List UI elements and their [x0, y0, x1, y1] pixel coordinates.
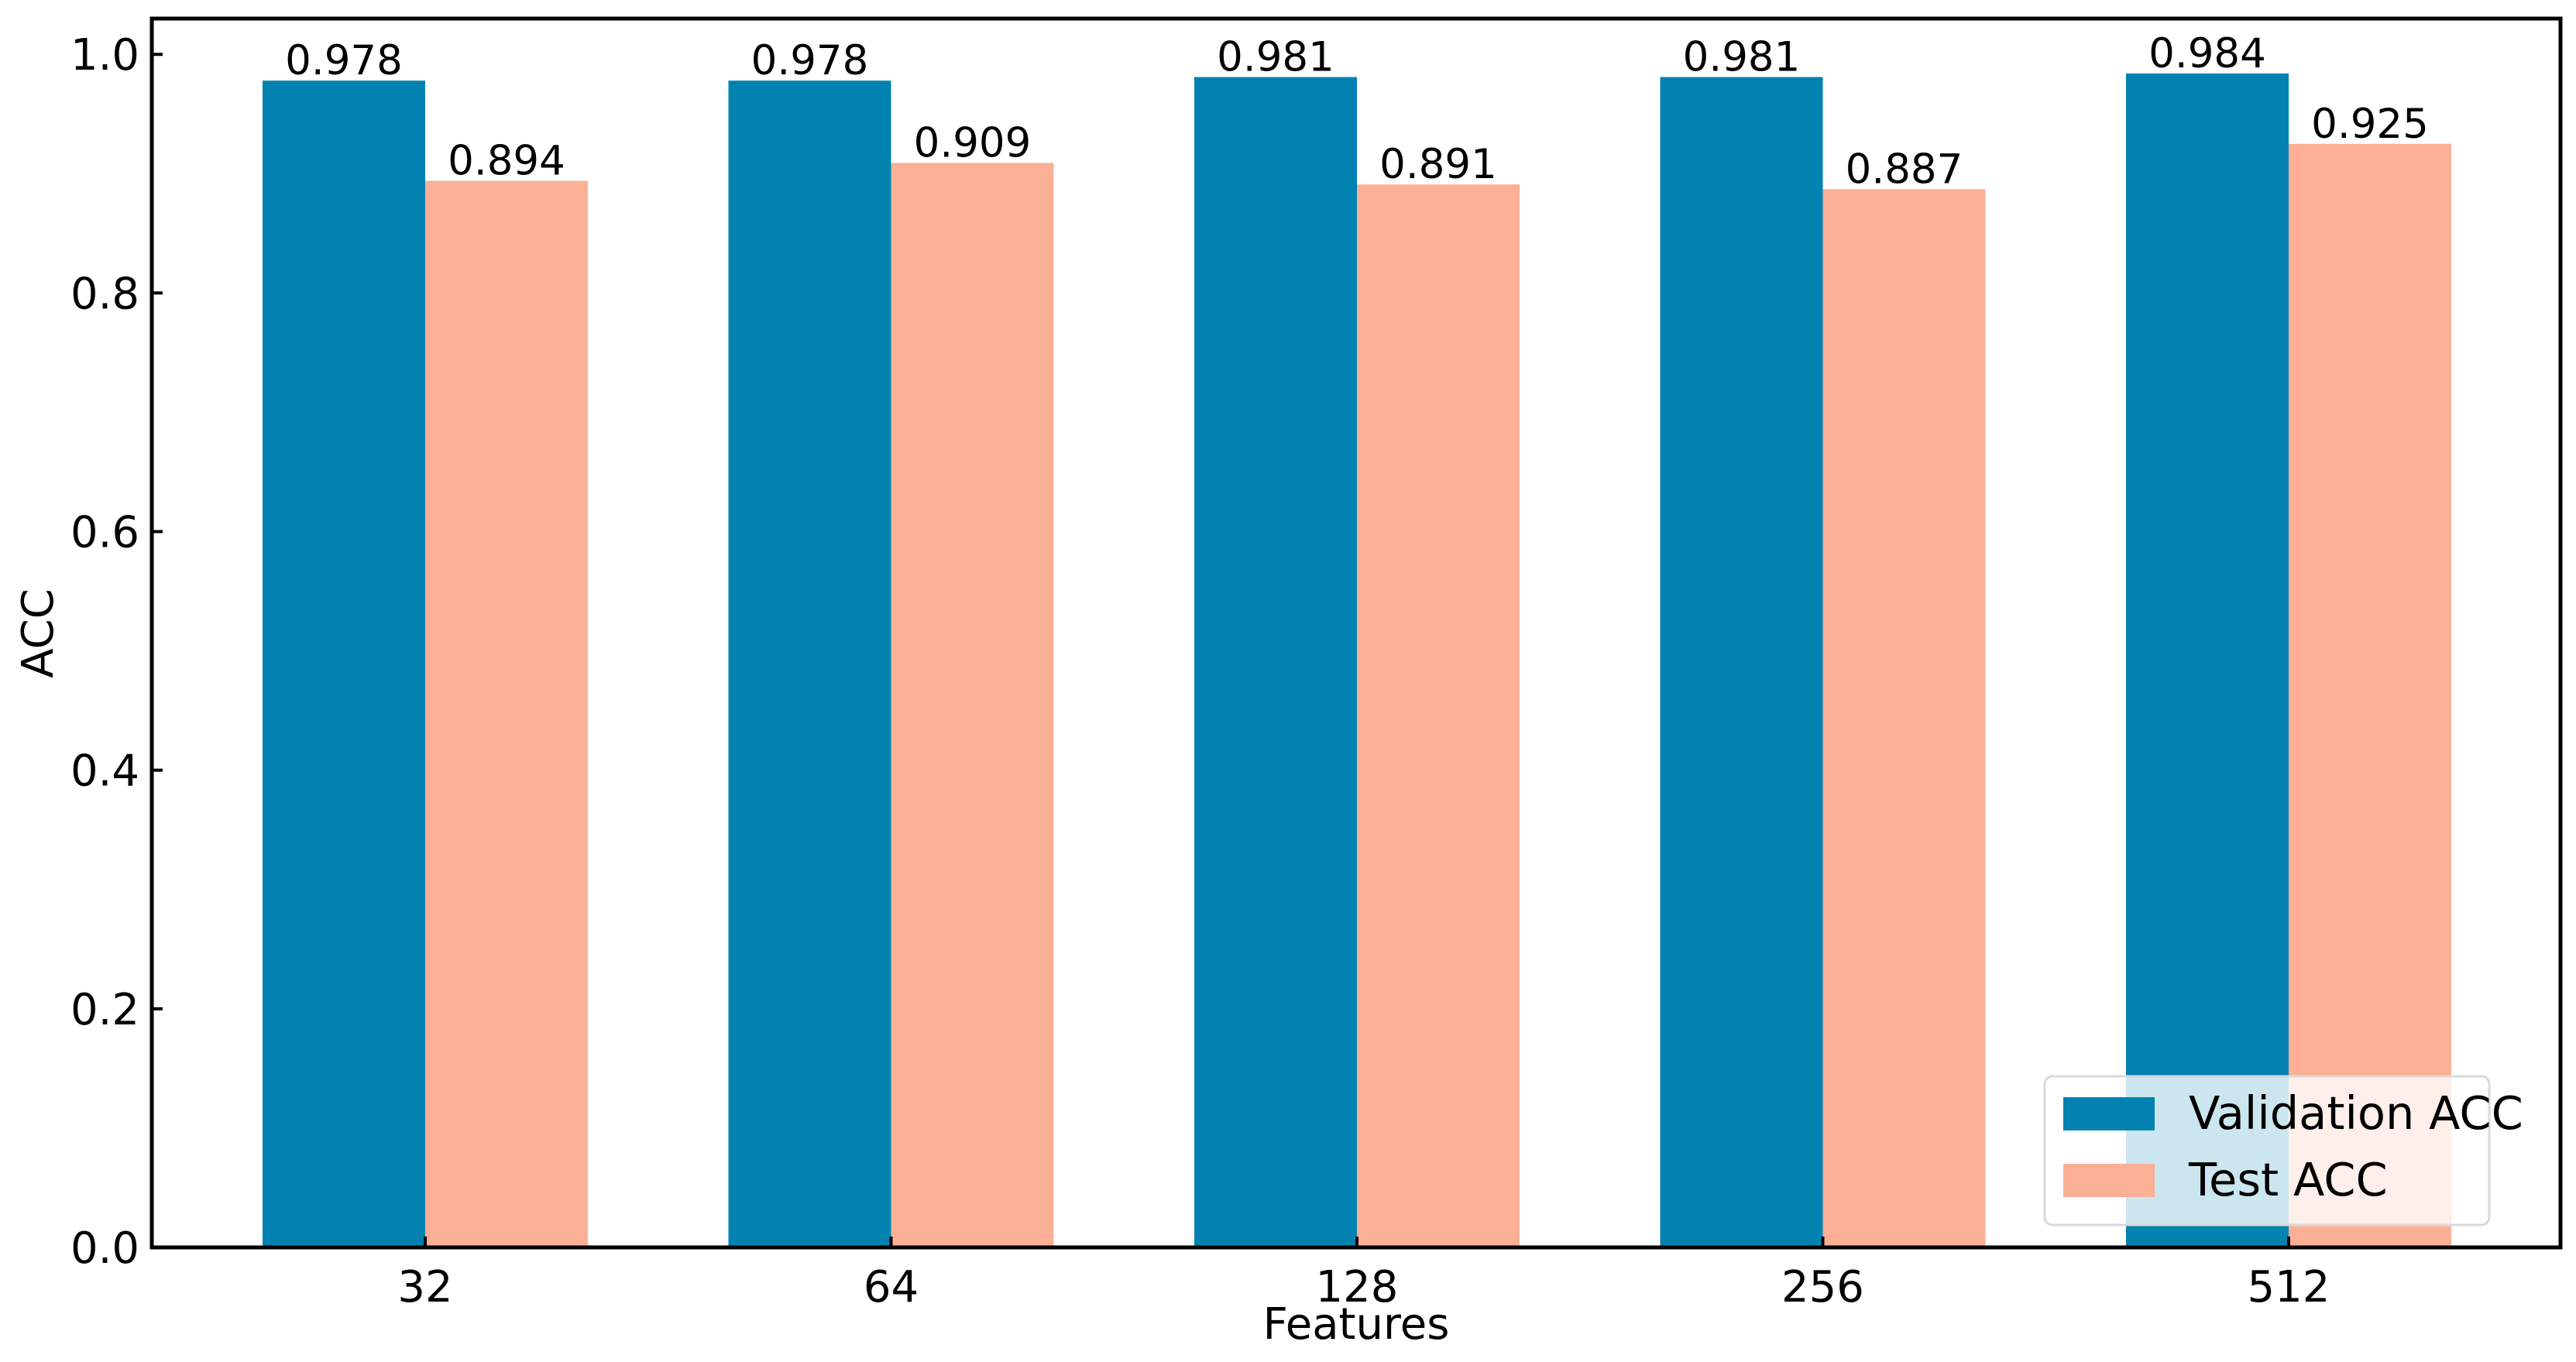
- x-axis-title: Features: [1263, 1299, 1450, 1350]
- x-tick-label: 256: [1781, 1262, 1864, 1312]
- bar-test-128: [1357, 184, 1520, 1247]
- bar-test-32: [425, 180, 588, 1247]
- bars-layer: [263, 73, 2451, 1248]
- data-label-validation-512: 0.984: [2148, 30, 2266, 77]
- bar-validation-64: [728, 81, 891, 1248]
- data-label-test-32: 0.894: [448, 138, 565, 185]
- ticks-layer: 0.0 0.2 0.4 0.6 0.8 1.0 32 64 128 256 512: [70, 30, 2330, 1312]
- y-tick-label: 0.8: [70, 269, 139, 319]
- data-label-validation-128: 0.981: [1217, 33, 1334, 81]
- data-label-test-128: 0.891: [1379, 141, 1497, 188]
- y-tick-label: 1.0: [70, 30, 139, 81]
- x-tick-label: 64: [864, 1262, 919, 1312]
- data-label-validation-32: 0.978: [285, 37, 403, 84]
- bar-validation-512: [2126, 73, 2289, 1247]
- bar-validation-128: [1194, 77, 1357, 1248]
- legend-swatch-test: [2063, 1164, 2155, 1197]
- data-label-validation-64: 0.978: [751, 37, 869, 84]
- x-tick-label: 32: [397, 1262, 452, 1312]
- legend-label-validation: Validation ACC: [2189, 1086, 2523, 1140]
- legend: Validation ACC Test ACC: [2043, 1075, 2523, 1226]
- y-tick-label: 0.4: [70, 746, 139, 797]
- y-tick-label: 0.2: [70, 985, 139, 1035]
- bar-validation-256: [1660, 77, 1823, 1248]
- data-label-test-64: 0.909: [914, 119, 1032, 166]
- legend-box: [2043, 1075, 2491, 1226]
- data-label-test-512: 0.925: [2311, 101, 2429, 148]
- bar-test-64: [891, 163, 1054, 1248]
- x-tick-label: 512: [2248, 1262, 2330, 1312]
- legend-label-test: Test ACC: [2188, 1153, 2388, 1206]
- data-labels-layer: 0.978 0.978 0.981 0.981 0.984 0.894 0.909 0.891…: [285, 30, 2429, 193]
- bar-validation-32: [263, 81, 425, 1248]
- x-tick-label: 128: [1316, 1262, 1399, 1312]
- bar-test-256: [1822, 189, 1986, 1248]
- y-tick-label: 0.0: [70, 1223, 139, 1274]
- data-label-validation-256: 0.981: [1683, 33, 1801, 81]
- bar-test-512: [2289, 143, 2451, 1248]
- data-label-test-256: 0.887: [1846, 146, 1963, 193]
- y-tick-label: 0.6: [70, 508, 139, 558]
- legend-swatch-validation: [2063, 1097, 2155, 1130]
- y-axis-title: ACC: [13, 588, 64, 678]
